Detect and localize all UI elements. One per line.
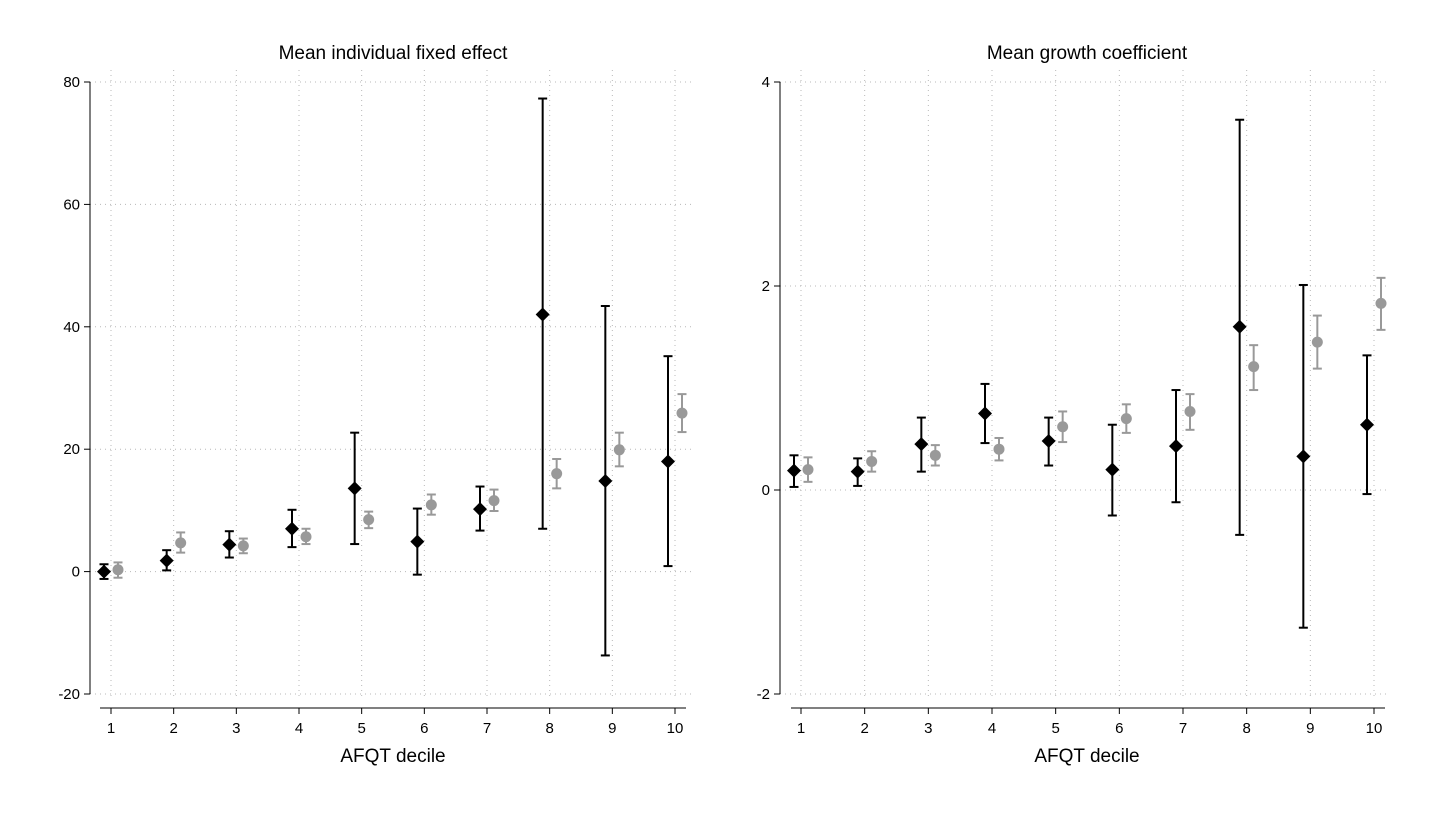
y-tick-label: 0: [72, 564, 80, 581]
chart-title: Mean growth coefficient: [987, 43, 1188, 64]
x-tick-label: 5: [357, 720, 365, 737]
data-point-circle: [676, 407, 688, 419]
panel-fixed-effect: Mean individual fixed effect AFQT decile…: [58, 43, 695, 767]
data-point-diamond: [1296, 449, 1311, 464]
data-point-diamond: [285, 521, 299, 536]
data-point-diamond: [535, 307, 550, 322]
data-point-diamond: [410, 534, 425, 549]
data-point-diamond: [1169, 439, 1183, 454]
data-point-circle: [300, 531, 312, 543]
data-point-circle: [613, 444, 625, 456]
x-tick-label: 8: [545, 720, 553, 737]
data-point-circle: [1248, 361, 1260, 373]
data-point-circle: [1057, 421, 1069, 433]
x-tick-label: 10: [667, 720, 684, 737]
data-point-diamond: [1041, 434, 1056, 449]
chart-title: Mean individual fixed effect: [279, 43, 509, 64]
x-tick-label: 2: [169, 720, 177, 737]
y-tick-label: 80: [63, 74, 80, 91]
x-tick-label: 4: [295, 720, 303, 737]
y-axis: -2 0 2 4: [757, 74, 781, 703]
y-tick-label: -20: [58, 686, 80, 703]
y-tick-label: 2: [762, 278, 770, 295]
series-gray-circles: [802, 276, 1387, 483]
x-tick-label: 1: [107, 720, 115, 737]
x-tick-label: 1: [797, 720, 805, 737]
x-tick-label: 9: [1306, 720, 1314, 737]
data-point-diamond: [1360, 417, 1374, 432]
grid: [90, 70, 695, 696]
x-axis-label: AFQT decile: [1034, 746, 1139, 767]
x-tick-label: 7: [1179, 720, 1187, 737]
x-tick-label: 10: [1366, 720, 1383, 737]
data-point-circle: [488, 495, 500, 507]
data-point-circle: [112, 564, 124, 576]
data-point-circle: [237, 540, 249, 552]
series-black-diamonds: [97, 97, 675, 657]
data-point-diamond: [159, 553, 174, 568]
data-point-circle: [425, 499, 437, 511]
data-point-diamond: [978, 406, 992, 421]
x-axis: 1 2 3 4 5 6 7 8 9 10: [791, 707, 1385, 737]
x-tick-label: 3: [232, 720, 240, 737]
x-tick-label: 6: [1115, 720, 1123, 737]
data-point-circle: [1184, 405, 1196, 417]
data-point-circle: [993, 443, 1005, 455]
data-point-diamond: [661, 454, 675, 469]
data-point-diamond: [1232, 319, 1247, 334]
x-axis-label: AFQT decile: [340, 746, 445, 767]
data-point-circle: [929, 449, 941, 461]
data-point-circle: [866, 455, 878, 467]
grid: [780, 70, 1390, 696]
series-black-diamonds: [787, 118, 1374, 629]
data-point-diamond: [787, 463, 801, 478]
x-tick-label: 4: [988, 720, 996, 737]
x-tick-label: 9: [608, 720, 616, 737]
data-point-circle: [802, 464, 814, 476]
x-tick-label: 5: [1051, 720, 1059, 737]
data-point-diamond: [473, 502, 487, 517]
y-tick-label: 60: [63, 196, 80, 213]
y-tick-label: 20: [63, 441, 80, 458]
y-tick-label: 0: [762, 482, 770, 499]
data-point-diamond: [222, 537, 237, 552]
panel-growth-coefficient: Mean growth coefficient AFQT decile -2 0 2…: [757, 43, 1390, 767]
data-point-circle: [1120, 413, 1132, 425]
x-tick-label: 7: [483, 720, 491, 737]
y-axis: -20 0 20 40 60 80: [58, 74, 91, 703]
data-point-diamond: [347, 481, 362, 496]
y-tick-label: 40: [63, 319, 80, 336]
data-point-diamond: [598, 474, 613, 489]
y-tick-label: 4: [762, 74, 770, 91]
series-gray-circles: [112, 393, 688, 579]
x-axis: 1 2 3 4 5 6 7 8 9 10: [100, 707, 686, 737]
data-point-circle: [1311, 336, 1323, 348]
x-tick-label: 2: [860, 720, 868, 737]
x-tick-label: 3: [924, 720, 932, 737]
data-point-diamond: [1105, 462, 1120, 477]
data-point-circle: [1375, 297, 1387, 309]
y-tick-label: -2: [757, 686, 770, 703]
data-point-circle: [363, 514, 375, 526]
x-tick-label: 6: [420, 720, 428, 737]
x-tick-label: 8: [1242, 720, 1250, 737]
data-point-circle: [175, 537, 187, 549]
data-point-diamond: [850, 464, 865, 479]
data-point-diamond: [914, 437, 929, 452]
data-point-circle: [551, 468, 563, 480]
data-point-diamond: [97, 564, 111, 579]
